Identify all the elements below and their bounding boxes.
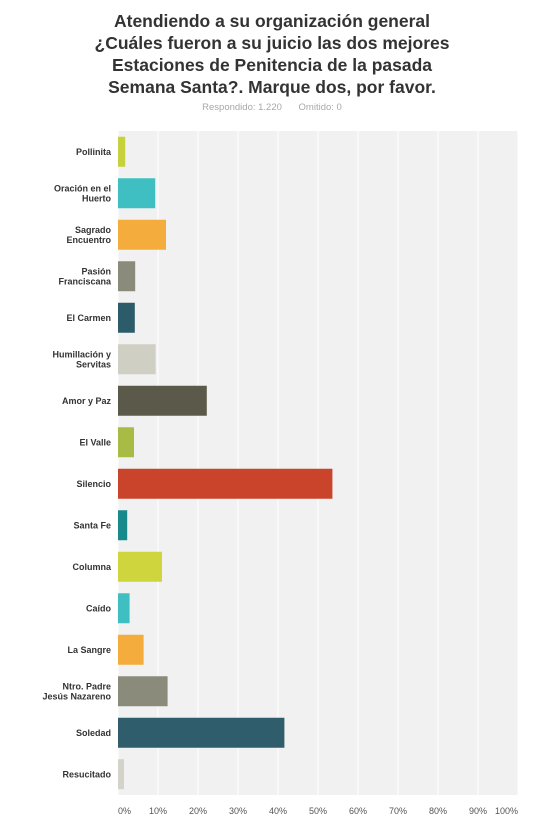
category-label: Columna (72, 562, 111, 572)
chart-title: Atendiendo a su organización general ¿Cu… (40, 10, 504, 98)
bar[interactable] (118, 634, 144, 665)
category-label-line: Jesús Nazareno (42, 691, 111, 701)
category-label: Pasión Franciscana (58, 266, 112, 286)
category-label: El Valle (79, 437, 111, 447)
x-tick-labels: 0% 10% 20% 30% 40% 50% 60% 70% 80% 90% 100% (118, 806, 518, 816)
bar[interactable] (118, 385, 207, 416)
title-line-3: Estaciones de Penitencia de la pasada (112, 55, 432, 75)
category-label: Sagrado Encuentro (66, 225, 111, 245)
x-tick-label: 80% (429, 806, 447, 816)
title-line-4: Semana Santa?. Marque dos, por favor. (108, 77, 436, 97)
bar[interactable] (118, 759, 124, 790)
category-label: Pollinita (76, 147, 112, 157)
category-label-line: Silencio (76, 479, 111, 489)
category-label-line: Pollinita (76, 147, 112, 157)
answered-count: Respondido: 1.220 (202, 102, 282, 113)
category-label-line: Huerto (82, 193, 112, 203)
category-label: La Sangre (67, 645, 111, 655)
x-tick-label: 90% (469, 806, 487, 816)
bar[interactable] (118, 261, 136, 292)
bar[interactable] (118, 676, 168, 707)
category-label-line: Caído (86, 603, 112, 613)
category-label: Oración en el Huerto (54, 183, 112, 203)
bar[interactable] (118, 178, 156, 209)
category-label-line: El Carmen (66, 313, 111, 323)
category-label-line: Ntro. Padre (62, 681, 111, 691)
x-tick-label: 60% (349, 806, 367, 816)
title-line-1: Atendiendo a su organización general (113, 11, 431, 31)
category-label-line: La Sangre (67, 645, 111, 655)
x-tick-label: 0% (118, 806, 131, 816)
bar[interactable] (118, 344, 156, 375)
category-label: Caído (86, 603, 112, 613)
title-line-2: ¿Cuáles fueron a su juicio las dos mejor… (94, 33, 450, 53)
skipped-count: Omitido: 0 (298, 102, 342, 113)
category-label: El Carmen (66, 313, 111, 323)
category-label-line: Humillación y (52, 349, 111, 359)
bar[interactable] (118, 593, 130, 624)
category-label-line: Amor y Paz (62, 396, 112, 406)
category-labels: Pollinita Oración en el Huerto Sagrado Encue… (42, 147, 112, 780)
category-label: Soledad (76, 728, 111, 738)
bar[interactable] (118, 302, 135, 333)
bar[interactable] (118, 551, 162, 582)
x-tick-label: 40% (269, 806, 287, 816)
category-label: Ntro. Padre Jesús Nazareno (42, 681, 111, 701)
category-label-line: Servitas (76, 359, 111, 369)
category-label-line: Encuentro (66, 235, 111, 245)
x-tick-label: 100% (495, 806, 518, 816)
x-tick-label: 10% (149, 806, 167, 816)
bars (118, 136, 333, 790)
category-label: Santa Fe (73, 520, 111, 530)
x-tick-label: 30% (229, 806, 247, 816)
category-label: Resucitado (62, 769, 111, 779)
category-label: Silencio (76, 479, 111, 489)
category-label-line: Resucitado (62, 769, 111, 779)
x-tick-label: 20% (189, 806, 207, 816)
category-label-line: Sagrado (75, 225, 112, 235)
x-tick-label: 50% (309, 806, 327, 816)
category-label-line: Franciscana (58, 276, 112, 286)
category-label: Humillación y Servitas (52, 349, 111, 369)
category-label-line: Santa Fe (73, 520, 111, 530)
category-label-line: El Valle (79, 437, 111, 447)
bar[interactable] (118, 219, 166, 250)
x-tick-label: 70% (389, 806, 407, 816)
category-label: Amor y Paz (62, 396, 112, 406)
bar[interactable] (118, 717, 285, 748)
category-label-line: Pasión (81, 266, 111, 276)
bar[interactable] (118, 468, 333, 499)
bar[interactable] (118, 427, 134, 458)
bar[interactable] (118, 510, 128, 541)
category-label-line: Columna (72, 562, 111, 572)
category-label-line: Soledad (76, 728, 111, 738)
response-stats: Respondido: 1.220 Omitido: 0 (0, 102, 544, 113)
category-label-line: Oración en el (54, 183, 111, 193)
bar[interactable] (118, 136, 126, 167)
